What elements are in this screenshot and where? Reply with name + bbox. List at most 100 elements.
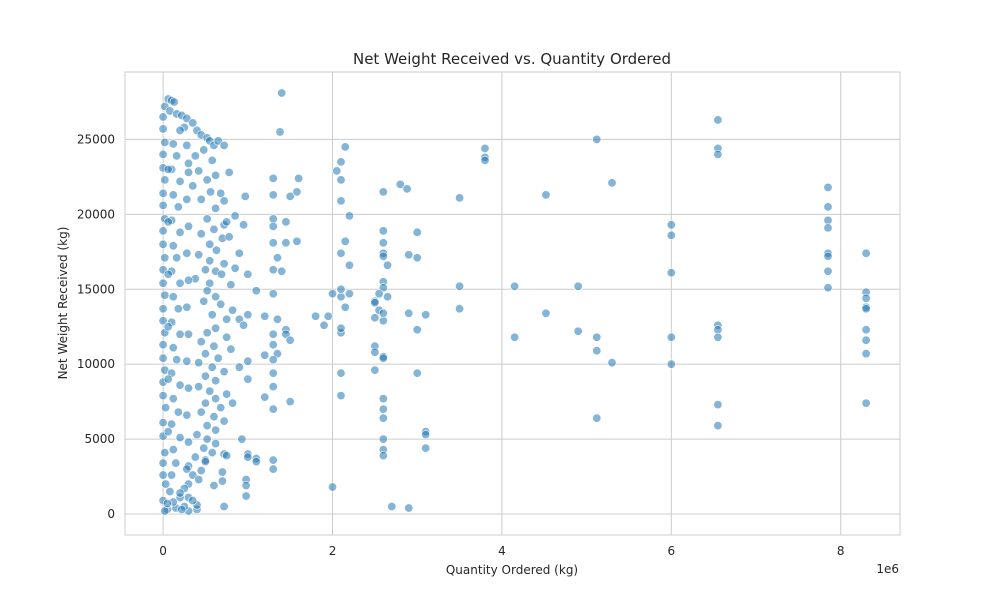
data-point: [188, 181, 198, 191]
data-point: [171, 458, 181, 468]
data-point: [404, 250, 414, 260]
data-point: [378, 316, 388, 326]
data-point: [211, 292, 221, 302]
data-point: [344, 211, 354, 221]
data-point: [383, 260, 393, 270]
data-point: [168, 445, 178, 455]
data-point: [158, 470, 168, 480]
data-point: [237, 434, 247, 444]
data-point: [175, 380, 185, 390]
data-point: [268, 340, 278, 350]
data-point: [383, 292, 393, 302]
data-point: [378, 308, 388, 318]
data-point: [268, 382, 278, 392]
data-point: [194, 166, 204, 176]
data-point: [378, 353, 388, 363]
data-point: [158, 149, 168, 159]
data-point: [340, 142, 350, 152]
data-point: [158, 458, 168, 468]
data-point: [370, 298, 380, 308]
data-point: [241, 491, 251, 501]
data-point: [200, 457, 210, 467]
data-point: [168, 394, 178, 404]
data-point: [158, 353, 168, 363]
data-point: [182, 410, 192, 420]
data-point: [182, 140, 192, 150]
data-point: [205, 386, 215, 396]
data-point: [378, 404, 388, 414]
data-point: [167, 419, 177, 429]
data-point: [158, 226, 168, 236]
data-point: [328, 482, 338, 492]
data-point: [294, 173, 304, 183]
data-point: [292, 236, 302, 246]
data-point: [240, 191, 250, 201]
data-point: [336, 284, 346, 294]
data-point: [182, 302, 192, 312]
data-point: [202, 434, 212, 444]
data-point: [160, 175, 170, 185]
data-point: [336, 196, 346, 206]
data-point: [277, 88, 287, 98]
data-point: [196, 229, 206, 239]
data-point: [281, 238, 291, 248]
data-point: [268, 289, 278, 299]
data-point: [251, 286, 261, 296]
data-point: [175, 176, 185, 186]
data-point: [268, 238, 278, 248]
data-point: [823, 251, 833, 261]
data-point: [199, 443, 209, 453]
data-point: [861, 398, 871, 408]
data-point: [161, 403, 171, 413]
data-point: [378, 451, 388, 461]
data-point: [370, 365, 380, 375]
y-tick-label: 25000: [77, 132, 115, 146]
data-point: [224, 167, 234, 177]
data-point: [168, 241, 178, 251]
data-point: [292, 187, 302, 197]
data-point: [160, 290, 170, 300]
data-point: [243, 356, 253, 366]
data-point: [184, 383, 194, 393]
data-point: [607, 358, 617, 368]
data-point: [861, 325, 871, 335]
data-point: [395, 179, 405, 189]
data-point: [370, 313, 380, 323]
data-point: [158, 316, 168, 326]
data-point: [713, 421, 723, 431]
y-tick-label: 5000: [84, 432, 115, 446]
data-point: [234, 362, 244, 372]
data-point: [378, 226, 388, 236]
data-point: [196, 407, 206, 417]
data-point: [713, 400, 723, 410]
data-point: [222, 314, 232, 324]
data-point: [336, 292, 346, 302]
data-point: [163, 427, 173, 437]
x-tick-label: 6: [667, 544, 675, 558]
x-tick-label: 4: [498, 544, 506, 558]
data-point: [592, 134, 602, 144]
data-point: [323, 311, 333, 321]
data-point: [404, 503, 414, 513]
data-point: [455, 193, 465, 203]
data-point: [421, 443, 431, 453]
data-point: [378, 251, 388, 261]
data-point: [861, 349, 871, 359]
data-point: [202, 328, 212, 338]
y-axis-label: Net Weight Received (kg): [56, 227, 70, 380]
data-point: [169, 97, 179, 107]
data-point: [175, 125, 185, 135]
data-point: [285, 191, 295, 201]
x-axis-offset-label: 1e6: [876, 562, 899, 576]
data-point: [823, 202, 833, 212]
data-point: [163, 217, 173, 227]
data-point: [158, 278, 168, 288]
data-point: [184, 329, 194, 339]
data-point: [268, 190, 278, 200]
data-point: [206, 187, 216, 197]
data-point: [216, 403, 226, 413]
y-tick-label: 15000: [77, 282, 115, 296]
data-point: [222, 217, 232, 227]
data-point: [182, 464, 192, 474]
